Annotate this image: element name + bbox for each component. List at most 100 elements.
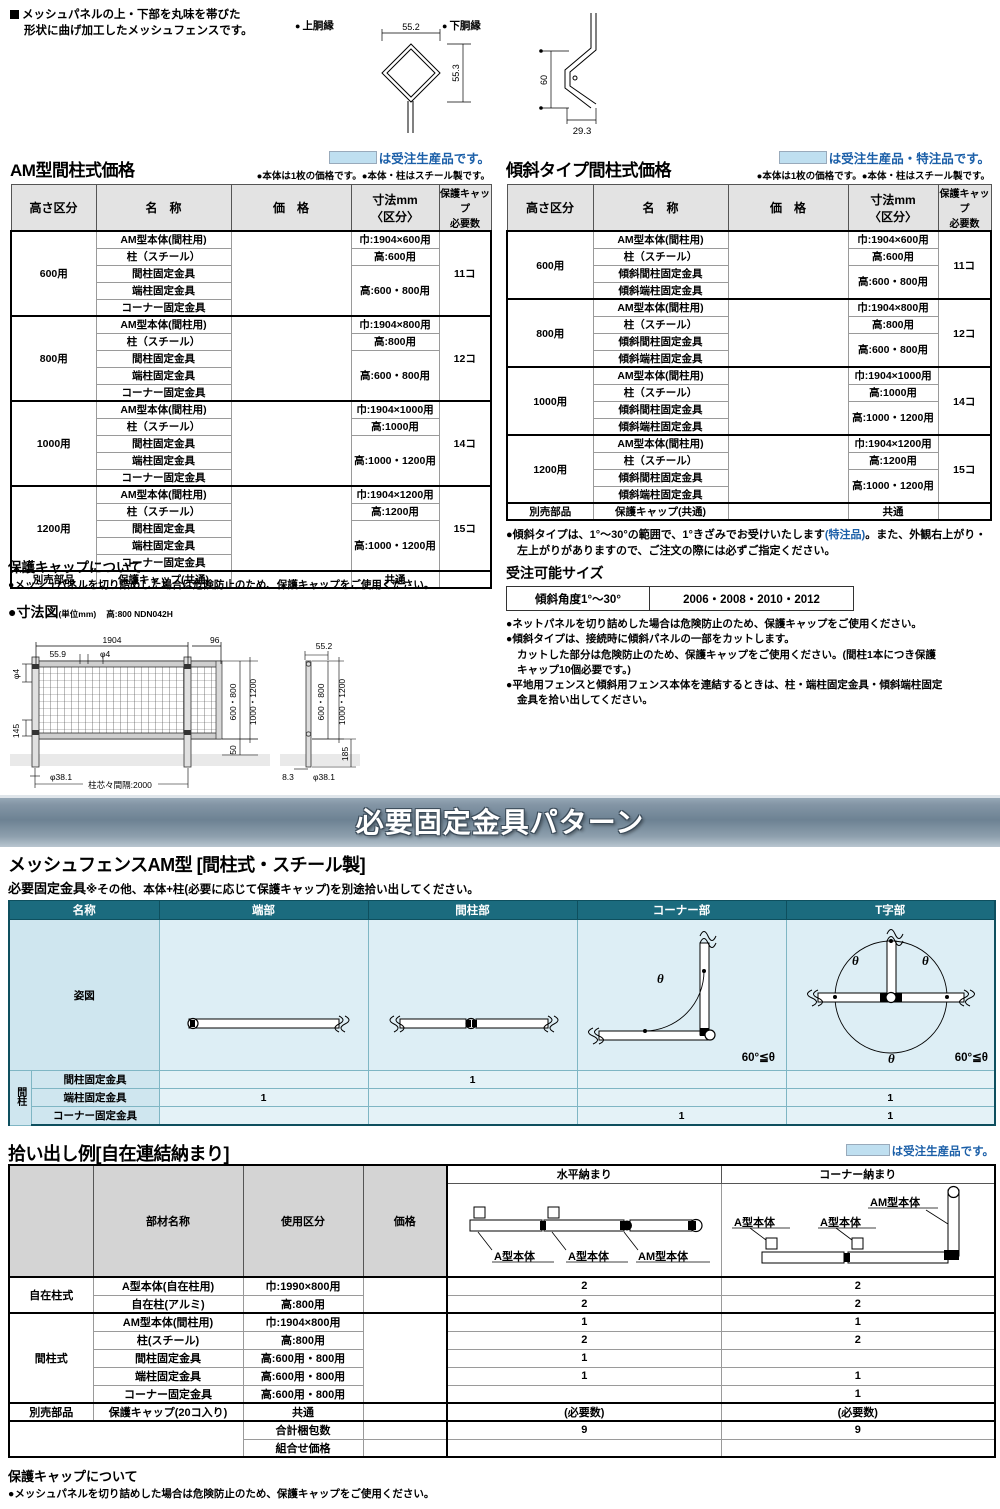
pattern-part-name: 端柱固定金具 [30, 1088, 160, 1107]
product-description: メッシュパネルの上・下部を丸味を帯びた 形状に曲げ加工したメッシュフェンスです。 [10, 8, 290, 39]
pattern-section: メッシュフェンスAM型 [間柱式・スチール製] 必要固定金具※その他、本体+柱(… [8, 851, 996, 1126]
dim-55-2: 55.2 [316, 641, 333, 651]
table-row: 傾斜間柱固定金具 高:600・800用 [507, 264, 991, 300]
label-am-body-1: AM型本体 [638, 1249, 689, 1263]
pickup-qty-horizontal: 1 [446, 1366, 722, 1386]
table-row-footer: 別売部品 保護キャップ(共通) 共通 [506, 502, 992, 521]
table-row: 柱（スチール） 高:600用 [11, 247, 491, 266]
row-part-name: 傾斜間柱固定金具 [592, 332, 729, 351]
footer-dimension: 共通 [847, 502, 939, 521]
label-a-body-2: A型本体 [568, 1249, 610, 1263]
table-row: 端柱固定金具 [11, 451, 491, 470]
row-part-name: 間柱固定金具 [95, 264, 232, 283]
table-row: 自在柱(アルミ) 高:800用 2 2 [9, 1294, 996, 1314]
tee-angle-note: 60°≦θ [954, 1052, 987, 1064]
row-cap-count: 14コ [937, 366, 992, 436]
pickup-col-price: 価格 [362, 1164, 448, 1278]
pickup-qty-corner: 2 [720, 1330, 996, 1350]
total-label: 組合せ価格 [242, 1438, 364, 1458]
lower-rail-drawing: 60 29.3 [539, 13, 597, 137]
pattern-qty-cell: 1 [576, 1106, 787, 1126]
row-part-name: 柱（スチール） [95, 417, 232, 436]
pat-col-intermediate: 間柱部 [367, 900, 578, 920]
row-part-name: 柱（スチール） [95, 332, 232, 351]
pickup-usage: 高:600用・800用 [242, 1384, 364, 1404]
pickup-usage: 高:800用 [242, 1294, 364, 1314]
cap-note-bottom: 保護キャップについて ●メッシュパネルを切り詰めした場合は危険防止のため、保護キ… [8, 1466, 708, 1501]
dim-600-800: 600・800 [228, 683, 238, 720]
dimension-model: 高:800 NDN042H [106, 609, 173, 619]
row-dimension: 高:600用 [350, 247, 440, 266]
dim-55-9: 55.9 [49, 649, 66, 659]
row-dimension: 高:600・800用 [350, 349, 440, 402]
col-name-2: 名 称 [592, 184, 729, 232]
lower-rail-label: 下胴縁 [442, 18, 481, 33]
row-dimension: 巾:1904×1200用 [847, 434, 939, 453]
row-dimension: 高:600・800用 [847, 332, 939, 368]
table-row: 傾斜間柱固定金具 高:1000・1200用 [507, 468, 991, 504]
table-row: 柱（スチール） 高:1200用 [11, 502, 491, 521]
pattern-qty-cell [367, 1106, 578, 1126]
row-part-name: 柱（スチール） [592, 247, 729, 266]
col-height-2: 高さ区分 [506, 184, 594, 232]
orderable-sizes: 2006・2008・2010・2012 [649, 586, 854, 612]
pat-col-name: 名称 [8, 900, 160, 920]
made-to-order-swatch-2 [778, 151, 827, 164]
lower-height-dim: 60 [539, 75, 549, 85]
pickup-qty-corner: 1 [720, 1384, 996, 1404]
am-note-2: ●本体・柱はスチール製です。 [361, 171, 490, 182]
pickup-table: 部材名称 使用区分 価格 水平納まり コーナー納まり [8, 1164, 996, 1458]
pattern-qty-cell [367, 1088, 578, 1107]
pickup-col-usage: 使用区分 [242, 1164, 364, 1278]
pickup-qty-horizontal: 2 [446, 1294, 722, 1314]
table-row: 間柱固定金具 高:1000・1200用 [11, 434, 491, 487]
table-row: 端柱固定金具 [11, 366, 491, 385]
pattern-qty-cell: 1 [785, 1106, 996, 1126]
pickup-part-name: 端柱固定金具 [92, 1366, 244, 1386]
total-horizontal [446, 1438, 722, 1458]
pickup-price [362, 1312, 448, 1404]
row-part-name: 端柱固定金具 [95, 536, 232, 555]
pickup-qty-horizontal [446, 1384, 722, 1404]
row-height-group: 800用 [506, 298, 594, 368]
tee-theta-bottom: θ [888, 1051, 895, 1066]
total-price-spacer [362, 1420, 448, 1440]
pickup-part-name: 自在柱(アルミ) [92, 1294, 244, 1314]
section-banner: 必要固定金具パターン [0, 795, 1000, 847]
footer-dimension: 共通 [350, 570, 440, 589]
row-dimension: 高:800用 [350, 332, 440, 351]
cap-note-left-title: 保護キャップについて [8, 560, 143, 575]
pattern-subtitle-strong: 必要固定金具 [8, 881, 87, 896]
pickup-col-type [8, 1164, 94, 1278]
pickup-figure-corner: A型本体 A型本体 AM型本体 [720, 1182, 996, 1278]
am-price-table-block: AM型間柱式価格 は受注生産品です。 ●本体は1枚の価格です。●本体・柱はスチー… [10, 150, 492, 589]
pattern-qty-cell [785, 1070, 996, 1089]
pickup-col-part: 部材名称 [92, 1164, 244, 1278]
pattern-qty-rows: 間柱 間柱固定金具 1 端柱固定金具 1 1 コーナー固定金具 1 1 [8, 1070, 996, 1126]
description-line-1: メッシュパネルの上・下部を丸味を帯びた [22, 9, 241, 21]
row-part-name: 柱（スチール） [95, 502, 232, 521]
row-part-name: 間柱固定金具 [95, 349, 232, 368]
dimension-drawing-block: ●寸法図(単位mm) 高:800 NDN042H [8, 602, 488, 789]
pattern-qty-cell [158, 1070, 369, 1089]
table-row: 柱（スチール） 高:800用 [11, 332, 491, 351]
dim-1000-1200: 1000・1200 [248, 679, 258, 726]
col-price: 価 格 [230, 184, 352, 232]
row-dimension: 高:600用 [847, 247, 939, 266]
row-dimension: 高:1000・1200用 [350, 519, 440, 572]
end-part-diagram [186, 1015, 349, 1033]
row-part-name: 柱（スチール） [592, 315, 729, 334]
footer-category: 別売部品 [506, 502, 594, 521]
am-price-table: 高さ区分 名 称 価 格 寸法mm 〈区分〉 保護キャップ 必要数 600用 AM型本… [10, 184, 492, 589]
row-dimension: 巾:1904×1000用 [350, 400, 440, 419]
row-dimension: 高:1000用 [847, 383, 939, 402]
row-height-group: 1000用 [10, 400, 97, 487]
pickup-part-name: 間柱固定金具 [92, 1348, 244, 1368]
dim-600-800-b: 600・800 [316, 683, 326, 720]
row-dimension: 巾:1904×800用 [350, 315, 440, 334]
pickup-part-name: コーナー固定金具 [92, 1384, 244, 1404]
table-row: 傾斜間柱固定金具 高:1000・1200用 [507, 400, 991, 436]
table-row: 間柱式 AM型本体(間柱用) 巾:1904×800用 1 1 [8, 1312, 996, 1404]
col-size: 寸法mm 〈区分〉 [350, 184, 440, 232]
row-part-name: コーナー固定金具 [95, 383, 232, 402]
